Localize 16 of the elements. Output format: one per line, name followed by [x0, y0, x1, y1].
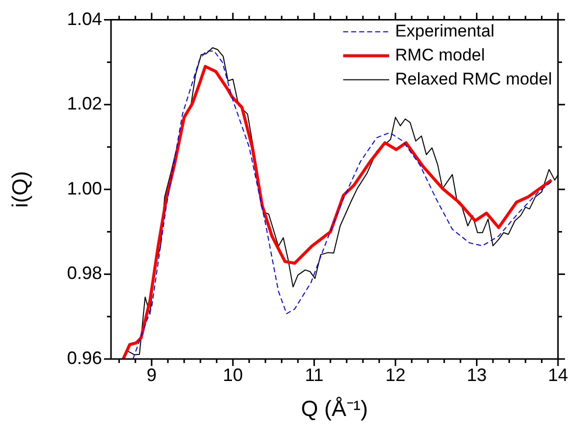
- legend-label: Experimental: [395, 21, 494, 40]
- y-tick-label: 1.02: [66, 94, 102, 114]
- x-tick-label: 12: [385, 364, 406, 385]
- x-tick-label: 13: [466, 364, 487, 385]
- y-axis-title: i(Q): [7, 171, 32, 208]
- y-tick-label: 1.00: [66, 178, 102, 198]
- x-tick-label: 9: [146, 364, 157, 385]
- y-tick-label: 0.96: [66, 348, 102, 368]
- x-tick-label: 10: [222, 364, 243, 385]
- y-tick-label: 0.98: [66, 263, 102, 284]
- legend-label: Relaxed RMC model: [395, 69, 552, 88]
- x-axis-title: Q (Å⁻¹): [301, 396, 368, 421]
- y-tick-label: 1.04: [66, 8, 102, 29]
- legend-label: RMC model: [395, 45, 485, 64]
- x-tick-label: 11: [304, 364, 324, 385]
- x-tick-label: 14: [548, 364, 568, 385]
